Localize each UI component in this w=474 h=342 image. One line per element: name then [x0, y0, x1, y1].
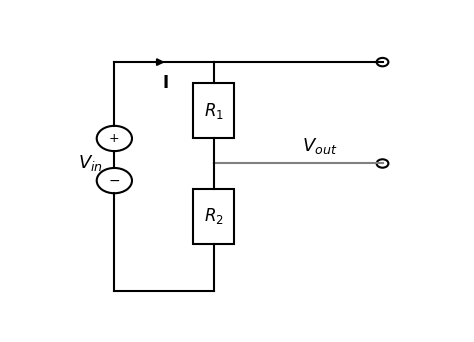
Text: $R_2$: $R_2$ — [204, 206, 223, 226]
Bar — [193, 83, 234, 139]
Text: $V_{in}$: $V_{in}$ — [78, 154, 102, 173]
Bar — [193, 188, 234, 244]
Text: I: I — [163, 74, 169, 92]
Text: $R_1$: $R_1$ — [203, 101, 224, 121]
Text: $V_{out}$: $V_{out}$ — [301, 136, 337, 156]
Text: −: − — [109, 174, 120, 188]
Text: +: + — [109, 132, 119, 145]
